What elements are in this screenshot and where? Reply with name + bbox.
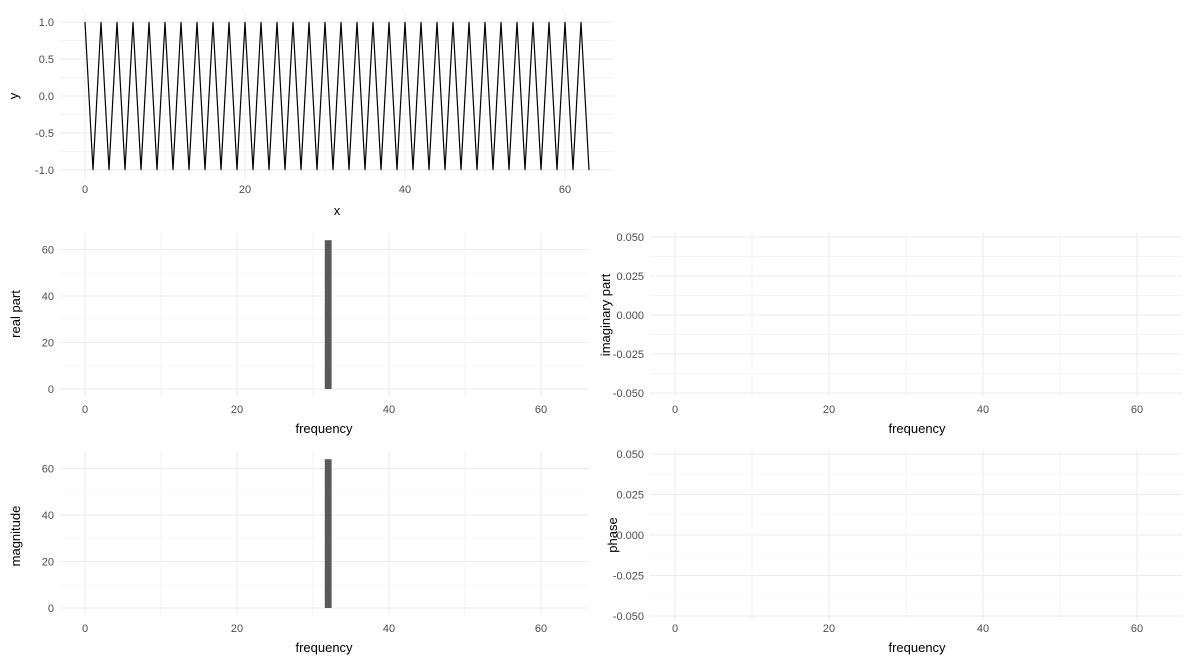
signal-x-axis-title: x [334,203,341,218]
real-part-x-axis-title: frequency [295,421,353,436]
y-tick-label: 20 [42,337,54,349]
x-tick-label: 0 [672,623,678,635]
magnitude-chart: 0 20 40 60 0 20 40 60 frequency magnitude [8,452,589,655]
y-tick-label: 1.0 [39,17,54,29]
y-tick-label: 0.050 [616,232,644,244]
x-tick-label: 60 [1131,404,1143,416]
tick-labels: 0 20 40 60 0.050 0.025 0.000 -0.025 -0.050 [613,449,1143,635]
minor-gridlines [60,452,589,615]
imaginary-part-y-axis-title: imaginary part [598,273,613,356]
y-tick-label: -0.050 [613,388,644,400]
real-part-chart: 0 20 40 60 0 20 40 60 frequency real part [8,233,589,436]
major-gridlines [60,233,589,396]
x-tick-label: 0 [82,184,88,196]
phase-y-axis-title: phase [605,517,620,552]
major-gridlines [60,452,589,615]
y-tick-label: 20 [42,556,54,568]
y-tick-label: 0.050 [616,449,644,461]
x-tick-label: 40 [977,623,989,635]
magnitude-y-axis-title: magnitude [8,506,23,567]
y-tick-label: 0.025 [616,271,644,283]
y-tick-label: -0.050 [613,611,644,623]
minor-gridlines [60,233,589,396]
spectrum-bar [324,240,332,389]
y-tick-label: 0.025 [616,489,644,501]
major-gridlines [650,450,1182,620]
y-tick-label: -0.5 [35,128,54,140]
signal-chart: 0 20 40 60 1.0 0.5 0.0 -0.5 -1.0 x y [6,14,614,218]
x-tick-label: 40 [383,404,395,416]
y-tick-label: 0 [48,603,54,615]
x-tick-label: 20 [823,404,835,416]
imaginary-part-chart: 0 20 40 60 0.050 0.025 0.000 -0.025 -0.050 freque… [598,232,1182,436]
imaginary-part-x-axis-title: frequency [888,421,946,436]
y-tick-label: -0.025 [613,349,644,361]
x-tick-label: 40 [399,184,411,196]
phase-chart: 0 20 40 60 0.050 0.025 0.000 -0.025 -0.050 freque… [605,449,1182,655]
x-tick-label: 60 [1131,623,1143,635]
y-tick-label: 40 [42,510,54,522]
x-tick-label: 40 [383,623,395,635]
y-tick-label: 60 [42,463,54,475]
signal-y-axis-title: y [6,92,21,99]
y-tick-label: 60 [42,244,54,256]
y-tick-label: 0.000 [616,530,644,542]
y-tick-label: 40 [42,291,54,303]
y-tick-label: 0 [48,384,54,396]
y-tick-label: -0.025 [613,570,644,582]
tick-labels: 0 20 40 60 0 20 40 60 [42,244,547,416]
x-tick-label: 20 [823,623,835,635]
x-tick-label: 60 [535,404,547,416]
x-tick-label: 0 [82,404,88,416]
tick-labels: 0 20 40 60 0.050 0.025 0.000 -0.025 -0.050 [613,232,1143,416]
y-tick-label: 0.000 [616,310,644,322]
major-gridlines [650,233,1182,397]
x-tick-label: 20 [231,404,243,416]
x-tick-label: 60 [535,623,547,635]
real-part-y-axis-title: real part [8,290,23,338]
x-tick-label: 20 [239,184,251,196]
x-tick-label: 20 [231,623,243,635]
magnitude-x-axis-title: frequency [295,640,353,655]
tick-labels: 0 20 40 60 0 20 40 60 [42,463,547,635]
x-tick-label: 0 [82,623,88,635]
x-tick-label: 0 [672,404,678,416]
tick-labels: 0 20 40 60 1.0 0.5 0.0 -0.5 -1.0 [35,17,571,196]
spectrum-bar [324,459,332,608]
x-tick-label: 40 [977,404,989,416]
y-tick-label: 0.0 [39,91,54,103]
y-tick-label: -1.0 [35,165,54,177]
x-tick-label: 60 [559,184,571,196]
minor-gridlines [650,233,1182,397]
phase-x-axis-title: frequency [888,640,946,655]
minor-gridlines [650,450,1182,620]
signal-line [84,21,590,171]
y-tick-label: 0.5 [39,54,54,66]
